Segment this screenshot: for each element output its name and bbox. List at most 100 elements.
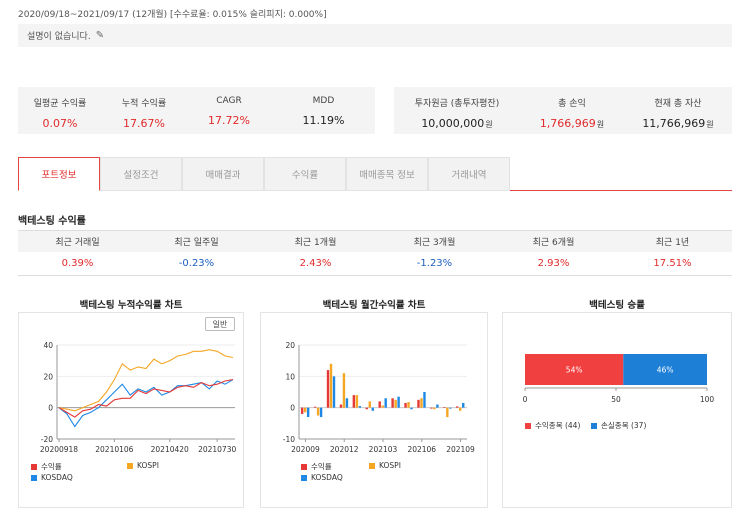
bar — [381, 405, 384, 408]
bar — [332, 376, 336, 408]
win-bar — [525, 354, 624, 385]
legend-label: 수익종목 (44) — [535, 421, 581, 430]
metric-value: 17.67% — [123, 117, 165, 130]
bar — [397, 396, 400, 408]
cumulative-chart-panel: 일반 40 20 0 -20 20200918 20210106 20210420 20210… — [18, 312, 244, 508]
tab-1[interactable]: 설정조건 — [100, 157, 182, 191]
bar — [326, 370, 330, 408]
y-tick-label: -20 — [41, 435, 53, 444]
bar — [404, 402, 407, 408]
asset-value: 1,766,969 — [539, 117, 596, 130]
bar — [433, 407, 436, 410]
legend-swatch — [301, 463, 307, 470]
returns-header-cell: 최근 1개월 — [294, 238, 337, 248]
bar — [456, 406, 459, 408]
legend-label: 수익률 — [311, 462, 332, 471]
returns-header-row: 최근 거래일 최근 일주일 최근 1개월 최근 3개월 최근 6개월 최근 1년 — [18, 230, 732, 252]
y-tick-label: -10 — [283, 435, 295, 444]
legend-ret[interactable]: 수익률 — [301, 461, 332, 472]
bar — [423, 392, 426, 408]
returns-value-cell: 0.39% — [61, 258, 94, 269]
monthly-chart-panel: 20 10 0 -10 202009 202012 202103 202106 202109 수… — [260, 312, 488, 508]
legend-swatch — [369, 462, 375, 469]
legend-swatch — [301, 474, 307, 481]
tab-0[interactable]: 포트정보 — [18, 157, 100, 191]
legend-kosdaq[interactable]: KOSDAQ — [301, 473, 343, 482]
tab-4[interactable]: 매매종목 정보 — [346, 157, 428, 191]
metric-label: 일평균 수익률 — [33, 99, 87, 109]
backtest-period: 2020/09/18~2021/09/17 (12개월) [수수료율: 0.01… — [18, 10, 327, 20]
asset-value: 10,000,000 — [421, 117, 485, 130]
x-tick-label: 202012 — [330, 445, 359, 454]
bar — [407, 402, 410, 408]
summary-metrics: 일평균 수익률 0.07% 누적 수익률 17.67% CAGR 17.72% MDD 11.… — [18, 87, 375, 134]
legend-win[interactable]: 수익종목 (44) — [525, 420, 580, 431]
bar — [329, 363, 333, 408]
returns-value-cell: 2.43% — [299, 258, 332, 269]
summary-metric: 누적 수익률 17.67% — [102, 87, 186, 134]
bar — [352, 395, 356, 408]
tab-2[interactable]: 매매결과 — [182, 157, 264, 191]
general-button[interactable]: 일반 — [205, 317, 235, 331]
asset-label: 총 손익 — [558, 99, 586, 109]
returns-header-cell: 최근 거래일 — [55, 238, 100, 248]
asset-unit: 원 — [706, 120, 714, 129]
legend-kosdaq[interactable]: KOSDAQ — [31, 473, 73, 482]
x-tick-label: 202106 — [407, 445, 436, 454]
loss-bar — [623, 354, 707, 385]
bar — [436, 404, 439, 408]
tab-5[interactable]: 거래내역 — [428, 157, 510, 191]
x-tick-label: 20210106 — [95, 445, 133, 454]
legend-ret[interactable]: 수익률 — [31, 461, 62, 472]
legend-swatch — [31, 463, 37, 470]
legend-label: KOSDAQ — [311, 473, 343, 482]
asset-unit: 원 — [485, 120, 493, 129]
summary-metric: MDD 11.19% — [272, 87, 375, 134]
pencil-icon[interactable]: ✎ — [95, 30, 105, 41]
bar — [339, 404, 343, 408]
bar — [462, 402, 465, 408]
legend-kospi[interactable]: KOSPI — [369, 461, 401, 470]
returns-value-cell: 2.93% — [537, 258, 570, 269]
description-text: 설명이 없습니다. — [27, 32, 91, 42]
returns-section-title: 백테스팅 수익률 — [18, 216, 86, 227]
bar — [368, 401, 371, 408]
tab-bar: 포트정보 설정조건 매매결과 수익률 매매종목 정보 거래내역 — [18, 157, 732, 191]
tab-3[interactable]: 수익률 — [264, 157, 346, 191]
winrate-chart: 54% 46% 0 50 100 — [523, 354, 714, 404]
monthly-chart-title: 백테스팅 월간수익률 차트 — [322, 300, 426, 311]
asset-value-wrap: 11,766,969원 — [642, 117, 713, 130]
metric-label: 누적 수익률 — [121, 99, 167, 109]
x-tick-label: 20210420 — [151, 445, 189, 454]
bar — [306, 407, 310, 418]
y-tick-label: 10 — [285, 372, 295, 381]
legend-kospi[interactable]: KOSPI — [127, 461, 159, 470]
legend-swatch — [591, 422, 597, 429]
legend-swatch — [31, 474, 37, 481]
winrate-chart-panel: 54% 46% 0 50 100 수익종목 (44) 손실종목 (37) — [502, 312, 732, 508]
summary-assets: 투자원금 (총투자평잔) 10,000,000원 총 손익 1,766,969원 현재 … — [394, 87, 732, 134]
series-line-0 — [58, 378, 234, 418]
metric-label: CAGR — [216, 96, 242, 106]
bar — [391, 398, 394, 408]
bar-label: 46% — [657, 366, 674, 375]
bar — [417, 399, 420, 408]
bar — [378, 401, 381, 408]
x-tick-label: 0 — [523, 395, 528, 404]
y-tick-label: 20 — [43, 372, 53, 381]
x-tick-label: 202103 — [369, 445, 398, 454]
description-box[interactable]: 설명이 없습니다. ✎ — [18, 24, 732, 47]
summary-asset: 투자원금 (총투자평잔) 10,000,000원 — [394, 87, 520, 134]
bar — [319, 407, 323, 418]
metric-label: MDD — [312, 96, 335, 106]
bar — [459, 407, 462, 411]
bar — [443, 407, 446, 408]
bar — [358, 406, 362, 408]
metric-value: 17.72% — [208, 114, 250, 127]
legend-loss[interactable]: 손실종목 (37) — [591, 420, 646, 431]
bar — [394, 399, 397, 408]
legend-label: KOSPI — [137, 461, 159, 470]
asset-value: 11,766,969 — [642, 117, 706, 130]
legend-swatch — [525, 422, 531, 429]
